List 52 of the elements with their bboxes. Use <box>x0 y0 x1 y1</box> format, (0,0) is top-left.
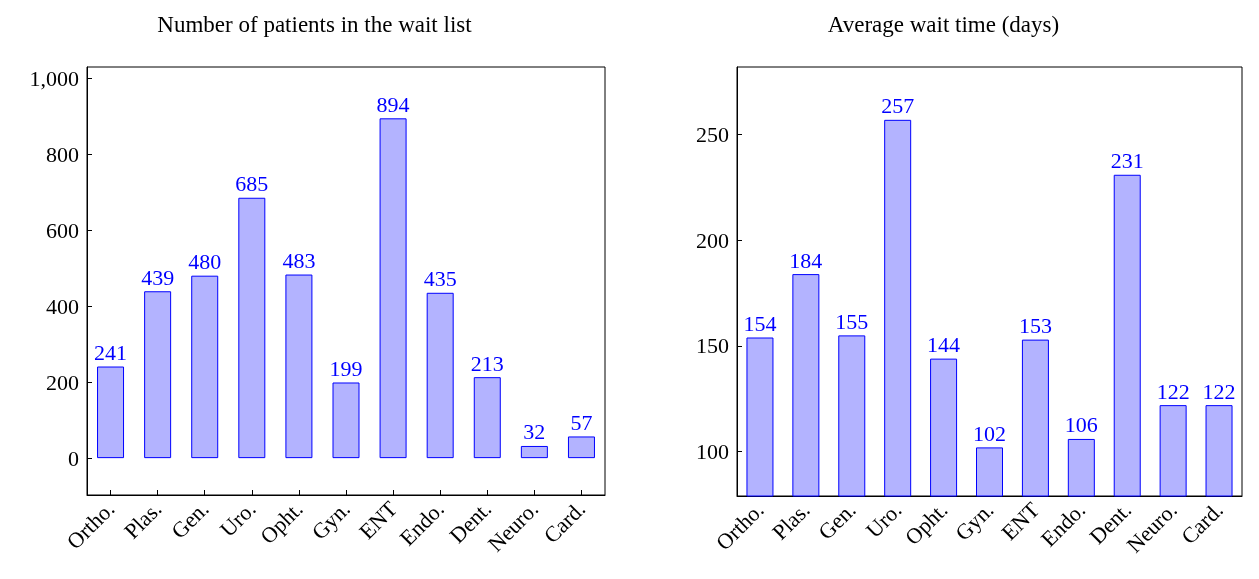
data-label: 102 <box>973 420 1006 446</box>
bar <box>144 291 172 459</box>
data-label: 122 <box>1156 378 1190 404</box>
data-label: 213 <box>470 350 504 376</box>
data-label: 153 <box>1018 313 1052 339</box>
data-label: 155 <box>835 308 869 334</box>
x-tick-label: Gen. <box>813 497 861 545</box>
bar <box>191 275 219 459</box>
bar <box>520 445 548 459</box>
data-label: 199 <box>329 355 363 381</box>
y-tick-label: 200 <box>696 227 729 253</box>
y-tick-label: 200 <box>46 369 79 395</box>
y-tick-label: 1,000 <box>29 65 79 91</box>
bar <box>238 197 266 459</box>
data-label: 439 <box>141 264 175 290</box>
x-tick-label: Plas. <box>118 496 167 544</box>
y-tick-label: 250 <box>696 122 729 148</box>
chart-title: Number of patients in the wait list <box>157 12 473 37</box>
x-tick-label: Plas. <box>767 497 815 545</box>
y-tick-label: 600 <box>46 217 79 243</box>
data-label: 122 <box>1202 378 1236 404</box>
x-tick-label: Gen. <box>166 496 214 544</box>
y-tick-label: 800 <box>46 141 79 167</box>
data-label: 184 <box>789 247 823 273</box>
data-label: 154 <box>743 311 777 336</box>
y-tick-label: 100 <box>696 439 729 465</box>
data-label: 435 <box>423 266 457 292</box>
data-label: 32 <box>523 419 546 445</box>
x-tick-label: Gyn. <box>306 496 355 545</box>
y-tick-label: 400 <box>46 293 79 319</box>
bar <box>97 366 125 459</box>
y-tick-label: 0 <box>68 445 79 471</box>
bar <box>567 436 595 459</box>
bar <box>426 292 454 459</box>
data-label: 685 <box>235 171 269 197</box>
bar <box>473 377 501 459</box>
chart-title: Average wait time (days) <box>827 12 1060 37</box>
y-tick-label: 150 <box>696 333 729 359</box>
x-tick-label: Gyn. <box>950 497 999 546</box>
data-label: 257 <box>881 93 915 119</box>
x-tick-label: Uro. <box>860 497 907 543</box>
data-label: 144 <box>927 332 961 358</box>
data-label: 57 <box>570 409 593 435</box>
data-label: 480 <box>188 249 222 275</box>
data-label: 483 <box>282 248 316 274</box>
data-label: 894 <box>376 91 410 117</box>
bar <box>285 274 313 459</box>
data-label: 106 <box>1064 412 1098 438</box>
bar <box>379 118 407 459</box>
data-label: 241 <box>94 340 128 366</box>
data-label: 231 <box>1110 148 1144 174</box>
bar <box>332 382 360 459</box>
